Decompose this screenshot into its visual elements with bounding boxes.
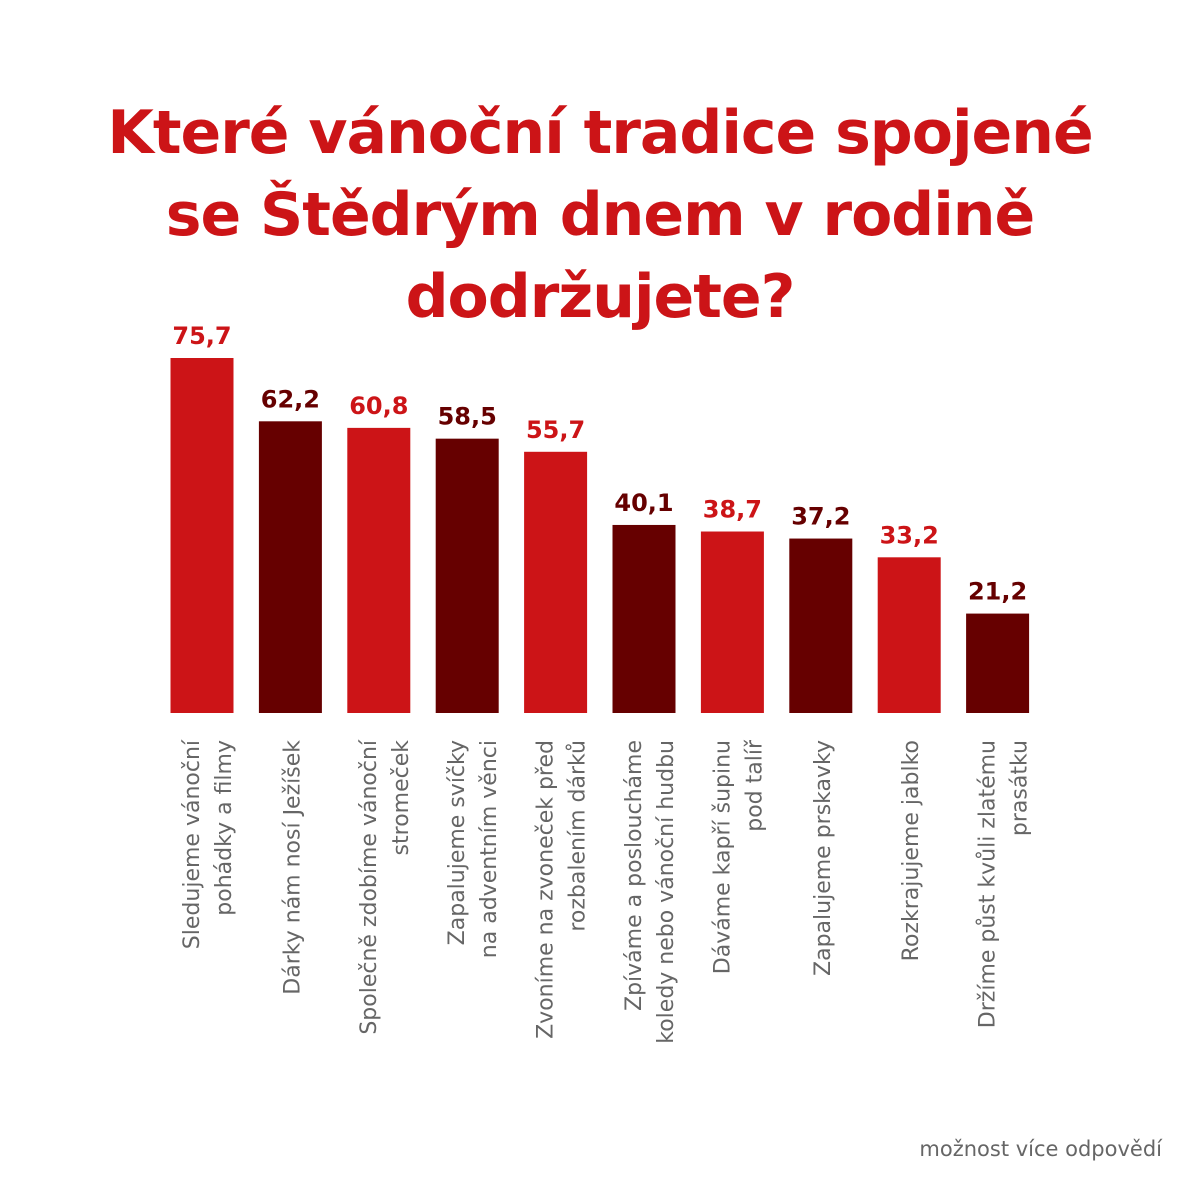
title-line: se Štědrým dnem v rodině xyxy=(165,180,1035,250)
data-label: 75,7 xyxy=(172,322,231,350)
bar xyxy=(524,451,588,713)
category-label-line: pod talíř xyxy=(742,739,767,832)
bar xyxy=(966,613,1030,713)
data-label: 21,2 xyxy=(968,578,1027,606)
category-label-line: Zvoníme na zvoneček před xyxy=(534,740,559,1039)
bar xyxy=(170,358,234,713)
category-label: Zvoníme na zvoneček před rozbalením dárků xyxy=(534,740,591,1039)
chart-title: Které vánoční tradice spojené se Štědrým… xyxy=(0,92,1200,338)
bar xyxy=(789,538,853,713)
category-label-line: na adventním věnci xyxy=(477,740,502,958)
data-label: 40,1 xyxy=(614,489,673,517)
bar xyxy=(435,438,499,713)
category-label-line: stromeček xyxy=(389,740,414,856)
category-label: Dárky nám nosí Ježíšek xyxy=(280,740,305,995)
data-label: 62,2 xyxy=(261,385,320,413)
category-label-line: Společně zdobíme vánoční xyxy=(357,739,382,1035)
category-label-line: Zapalujeme prskavky xyxy=(811,740,836,976)
bar xyxy=(347,427,411,713)
data-label: 60,8 xyxy=(349,392,408,420)
category-label-line: Držíme půst kvůli zlatému xyxy=(976,740,1001,1028)
bar xyxy=(258,421,322,713)
footnote: možnost více odpovědí xyxy=(919,1137,1162,1161)
category-label: Držíme půst kvůli zlatému prasátku xyxy=(976,740,1033,1028)
data-label: 38,7 xyxy=(703,496,762,524)
category-label-line: Zapalujeme svíčky xyxy=(445,740,470,945)
title-line: dodržujete? xyxy=(405,262,796,332)
category-label: Dáváme kapří šupinu pod talíř xyxy=(710,739,767,974)
category-label-line: Dáváme kapří šupinu xyxy=(710,740,735,974)
data-label: 58,5 xyxy=(438,403,497,431)
category-label: Zpíváme a posloucháme koledy nebo vánoční… xyxy=(622,740,679,1044)
category-label-line: Rozkrajujeme jablko xyxy=(899,740,924,961)
data-label: 55,7 xyxy=(526,416,585,444)
category-label: Zapalujeme prskavky xyxy=(811,740,836,976)
title-line: Které vánoční tradice spojené xyxy=(107,98,1093,168)
category-label-line: prasátku xyxy=(1008,740,1033,836)
category-label: Společně zdobíme vánoční stromeček xyxy=(357,739,414,1035)
category-label-line: pohádky a filmy xyxy=(212,740,237,916)
category-label-line: rozbalením dárků xyxy=(566,740,591,932)
category-label-line: koledy nebo vánoční hudbu xyxy=(654,740,679,1044)
category-label-line: Sledujeme vánoční xyxy=(180,739,205,949)
category-label-line: Dárky nám nosí Ježíšek xyxy=(280,740,305,995)
category-label: Zapalujeme svíčky na adventním věnci xyxy=(445,740,502,958)
bar xyxy=(612,524,676,713)
category-label: Rozkrajujeme jablko xyxy=(899,740,924,961)
data-label: 33,2 xyxy=(880,521,939,549)
category-label: Sledujeme vánoční pohádky a filmy xyxy=(180,739,237,949)
data-label: 37,2 xyxy=(791,503,850,531)
bar xyxy=(700,531,764,713)
category-label-line: Zpíváme a posloucháme xyxy=(622,740,647,1011)
bar xyxy=(877,557,941,713)
